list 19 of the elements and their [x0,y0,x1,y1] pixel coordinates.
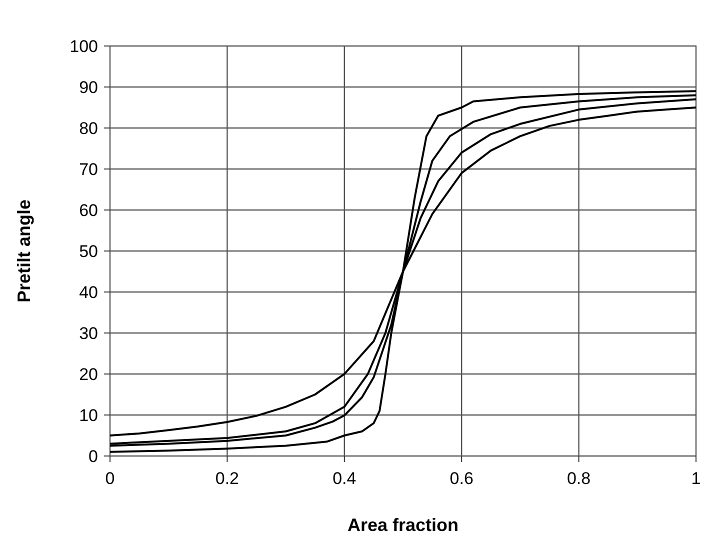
x-tick-label: 0.4 [332,469,356,488]
y-tick-label: 20 [79,365,98,384]
x-tick-label: 0.8 [566,469,591,488]
x-axis-title: Area fraction [347,515,459,535]
y-tick-label: 0 [88,447,98,466]
y-tick-label: 90 [79,78,98,97]
y-tick-label: 10 [79,406,98,425]
x-tick-label: 0.2 [215,469,240,488]
y-axis-title: Pretilt angle [14,199,34,303]
y-tick-label: 30 [79,324,98,343]
y-tick-label: 60 [79,201,98,220]
x-tick-label: 0.6 [450,469,474,488]
x-tick-label: 1 [691,469,701,488]
y-tick-label: 80 [79,119,98,138]
y-tick-label: 100 [70,37,98,56]
x-tick-label: 0 [105,469,115,488]
y-tick-label: 70 [79,160,98,179]
y-tick-label: 40 [79,283,98,302]
y-tick-label: 50 [79,242,98,261]
